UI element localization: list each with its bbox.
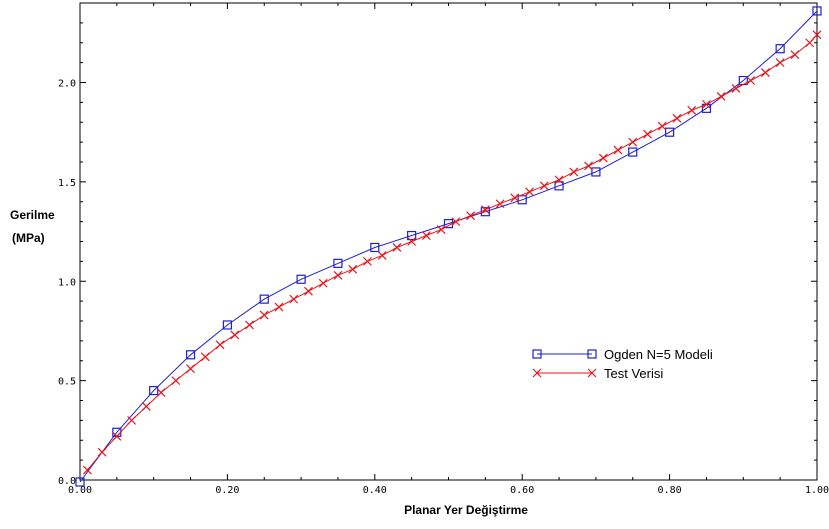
data-point-square bbox=[296, 274, 306, 284]
x-tick-label: 0.80 bbox=[658, 485, 682, 496]
data-point-x bbox=[436, 225, 446, 234]
data-point-x bbox=[510, 193, 520, 203]
data-point-square bbox=[333, 258, 343, 268]
data-point-x bbox=[554, 175, 564, 185]
x-tick-label: 1.00 bbox=[805, 485, 829, 496]
data-point-square bbox=[628, 147, 638, 157]
data-point-x bbox=[348, 264, 358, 274]
x-tick-label: 0.20 bbox=[215, 485, 239, 496]
data-point-x bbox=[613, 145, 623, 155]
x-axis-title: Planar Yer Değiştirme bbox=[404, 503, 528, 517]
data-point-x bbox=[363, 256, 372, 266]
data-point-x bbox=[598, 153, 608, 163]
series-line bbox=[87, 34, 818, 471]
data-point-x bbox=[805, 38, 815, 48]
data-point-square bbox=[664, 127, 675, 137]
legend: Ogden N=5 Modeli Test Verisi bbox=[532, 347, 713, 381]
y-tick-label: 0.0 bbox=[58, 476, 76, 487]
series-test-data bbox=[82, 30, 822, 475]
data-point-x bbox=[539, 181, 549, 191]
data-point-x bbox=[289, 294, 299, 304]
data-point-square bbox=[812, 6, 822, 16]
data-point-square bbox=[554, 181, 564, 191]
data-point-x bbox=[569, 167, 579, 177]
legend-marker-test-right bbox=[587, 368, 597, 378]
y-tick-label: 1.5 bbox=[58, 178, 76, 189]
data-point-x bbox=[584, 161, 593, 171]
data-point-x bbox=[112, 431, 122, 441]
y-tick-label: 2.0 bbox=[58, 79, 76, 90]
data-point-x bbox=[812, 30, 822, 40]
plot-border bbox=[79, 2, 818, 481]
data-point-x bbox=[82, 465, 92, 475]
x-tick-label: 0.00 bbox=[68, 485, 92, 496]
data-point-x bbox=[495, 199, 505, 209]
legend-marker-ogden-left bbox=[532, 349, 542, 359]
data-point-x bbox=[230, 330, 240, 340]
legend-marker-test-left bbox=[532, 368, 542, 378]
data-point-square bbox=[407, 230, 417, 241]
data-point-x bbox=[687, 105, 697, 115]
data-point-x bbox=[304, 286, 313, 296]
data-point-x bbox=[451, 217, 461, 227]
data-point-square bbox=[775, 44, 785, 54]
data-point-x bbox=[480, 205, 490, 215]
data-point-x bbox=[333, 270, 343, 280]
series-layer bbox=[75, 6, 822, 487]
x-tick-label: 0.40 bbox=[363, 485, 387, 496]
y-axis-title-line-1: Gerilme bbox=[10, 208, 55, 222]
data-point-x bbox=[141, 402, 151, 411]
axis-ticks: 0.00 0.20 0.40 0.60 0.80 1.00 0.0 0.5 1.0 1.5 2.0 bbox=[58, 3, 829, 496]
plot-frame bbox=[79, 2, 818, 481]
data-point-x bbox=[259, 310, 269, 320]
y-axis-title-line-2: (MPa) bbox=[12, 231, 45, 245]
data-point-x bbox=[702, 99, 711, 109]
data-point-square bbox=[370, 242, 380, 253]
legend-marker-ogden-right bbox=[587, 349, 597, 359]
data-point-x bbox=[525, 187, 534, 197]
data-point-square bbox=[591, 167, 601, 177]
data-point-x bbox=[377, 250, 387, 260]
legend-label-test: Test Verisi bbox=[604, 366, 663, 381]
data-point-x bbox=[97, 447, 107, 457]
data-point-x bbox=[200, 352, 210, 362]
data-point-x bbox=[318, 278, 328, 288]
data-point-x bbox=[628, 137, 638, 147]
data-point-x bbox=[760, 68, 770, 77]
data-point-x bbox=[171, 376, 181, 386]
data-point-x bbox=[466, 211, 476, 221]
data-point-x bbox=[746, 76, 756, 85]
series-ogden-model bbox=[75, 6, 822, 487]
data-point-square bbox=[222, 320, 232, 330]
x-tick-label: 0.60 bbox=[510, 485, 534, 496]
data-point-x bbox=[657, 121, 667, 131]
data-point-x bbox=[274, 302, 284, 312]
data-point-x bbox=[643, 129, 652, 139]
data-point-square bbox=[149, 385, 159, 396]
data-point-x bbox=[716, 91, 726, 101]
data-point-x bbox=[245, 320, 254, 330]
data-point-square bbox=[75, 477, 85, 487]
y-tick-label: 0.5 bbox=[58, 377, 76, 388]
legend-label-ogden: Ogden N=5 Modeli bbox=[604, 347, 713, 362]
y-tick-label: 1.0 bbox=[58, 277, 76, 288]
data-point-square bbox=[259, 294, 269, 304]
data-point-x bbox=[407, 237, 417, 246]
data-point-x bbox=[186, 364, 195, 374]
data-point-square bbox=[517, 195, 527, 205]
data-point-x bbox=[421, 231, 431, 240]
data-point-x bbox=[672, 113, 682, 123]
data-point-x bbox=[215, 340, 225, 350]
data-point-x bbox=[790, 50, 800, 60]
data-point-x bbox=[156, 388, 166, 397]
series-line bbox=[79, 10, 818, 483]
data-point-x bbox=[775, 58, 785, 68]
data-point-x bbox=[392, 243, 402, 252]
data-point-x bbox=[731, 84, 741, 93]
data-point-square bbox=[185, 350, 196, 360]
data-point-x bbox=[127, 415, 137, 425]
